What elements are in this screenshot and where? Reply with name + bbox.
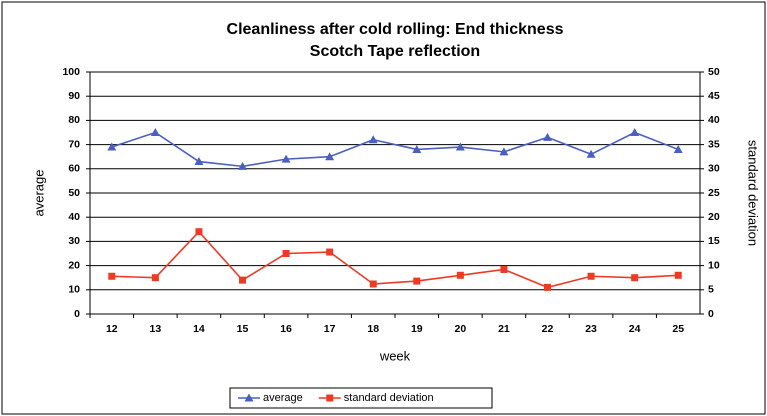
y-tick-label: 50 [68, 187, 80, 199]
x-tick-label: 22 [542, 323, 554, 335]
y-tick-label: 40 [68, 211, 80, 223]
y-tick-label: 90 [68, 90, 80, 102]
y-tick-label: 70 [68, 138, 80, 150]
legend-label: average [263, 392, 303, 404]
data-point [368, 135, 378, 144]
data-point [543, 132, 552, 141]
y2-axis-label: standard deviation [746, 140, 761, 246]
y-tick-label: 100 [62, 66, 80, 78]
x-tick-label: 16 [280, 323, 292, 335]
y2-tick-label: 30 [708, 163, 720, 175]
data-point [239, 276, 246, 284]
y-tick-label: 60 [68, 163, 80, 175]
y2-tick-label: 35 [708, 138, 720, 150]
data-point [674, 271, 682, 279]
legend-marker [326, 394, 334, 402]
y2-tick-label: 15 [708, 235, 720, 247]
y2-tick-label: 25 [708, 187, 720, 199]
data-point [413, 277, 421, 285]
chart-title: Cleanliness after cold rolling: End thic… [227, 21, 564, 38]
x-tick-label: 15 [237, 323, 249, 335]
data-point [369, 280, 377, 288]
y2-tick-label: 40 [708, 114, 720, 126]
y-tick-label: 80 [68, 114, 80, 126]
y-tick-label: 20 [68, 259, 80, 271]
data-point [238, 161, 247, 170]
x-tick-label: 14 [193, 323, 205, 335]
x-tick-label: 18 [367, 323, 379, 335]
data-point [630, 128, 640, 136]
x-tick-label: 21 [498, 323, 510, 335]
series-line [111, 131, 679, 168]
x-tick-label: 17 [324, 323, 336, 335]
y2-tick-label: 10 [708, 259, 720, 271]
x-axis-label: week [379, 348, 411, 363]
data-point [107, 142, 117, 151]
data-point [281, 154, 291, 163]
legend-box [229, 387, 493, 409]
data-point [326, 248, 334, 256]
data-point [455, 142, 465, 151]
data-point [412, 144, 422, 153]
data-point [544, 283, 551, 291]
y-tick-label: 30 [68, 235, 80, 247]
data-point [456, 271, 464, 279]
x-tick-label: 12 [106, 323, 118, 335]
x-tick-label: 23 [585, 323, 597, 335]
data-point [587, 272, 595, 280]
x-tick-label: 20 [455, 323, 467, 335]
y2-tick-label: 0 [708, 308, 714, 320]
y-tick-label: 0 [74, 308, 80, 320]
data-point [282, 250, 290, 257]
y2-tick-label: 50 [708, 66, 720, 78]
series-line [111, 230, 679, 289]
data-point [586, 149, 596, 158]
chart-subtitle: Scotch Tape reflection [310, 43, 480, 60]
y-axis-label: average [31, 170, 46, 217]
x-tick-label: 24 [629, 323, 641, 335]
x-tick-label: 13 [150, 323, 162, 335]
y2-tick-label: 5 [708, 284, 714, 296]
data-point [325, 152, 335, 161]
data-point [499, 147, 509, 156]
data-point [108, 272, 116, 280]
x-tick-label: 25 [672, 323, 684, 335]
y-tick-label: 10 [68, 284, 80, 296]
data-point [150, 128, 160, 136]
data-point [151, 274, 159, 282]
legend-marker [244, 393, 254, 402]
data-point [500, 265, 508, 273]
data-point [673, 144, 683, 153]
data-point [195, 228, 203, 236]
y2-tick-label: 20 [708, 211, 720, 223]
x-tick-label: 19 [411, 323, 423, 335]
data-point [194, 157, 204, 166]
legend-label: standard deviation [344, 392, 434, 404]
data-point [631, 274, 639, 282]
y2-tick-label: 45 [708, 90, 720, 102]
